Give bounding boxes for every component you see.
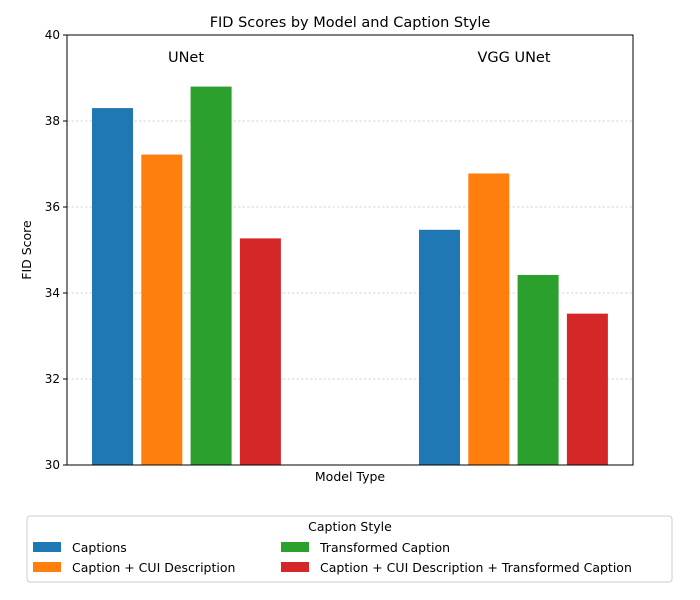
y-tick-label: 36	[45, 200, 60, 214]
x-axis-label: Model Type	[315, 469, 386, 484]
bar	[566, 313, 608, 465]
legend-label: Captions	[72, 540, 127, 555]
legend-swatch	[281, 562, 309, 572]
legend-label: Caption + CUI Description	[72, 560, 235, 575]
y-axis: 30 32 34 36 38 40	[45, 28, 67, 472]
group-labels: UNet VGG UNet	[168, 50, 551, 66]
chart-title: FID Scores by Model and Caption Style	[210, 15, 491, 31]
y-tick-label: 34	[45, 286, 60, 300]
legend-items: Captions Caption + CUI Description Transfo…	[33, 540, 632, 575]
y-tick-label: 32	[45, 372, 60, 386]
y-axis-label: FID Score	[19, 220, 34, 280]
legend-label: Transformed Caption	[319, 540, 450, 555]
group-label: UNet	[168, 50, 204, 66]
plot-frame	[66, 34, 634, 466]
bar	[419, 229, 460, 465]
legend-swatch	[33, 542, 61, 552]
bar	[468, 173, 510, 465]
legend-frame	[26, 515, 673, 583]
bar	[517, 274, 559, 465]
group-label: VGG UNet	[477, 50, 550, 66]
y-tick-label: 40	[45, 28, 60, 42]
y-tick-label: 38	[45, 114, 60, 128]
legend: Caption Style Captions Caption + CUI Desc…	[26, 515, 673, 583]
legend-swatch	[281, 542, 309, 552]
bars	[92, 86, 608, 466]
bar	[92, 108, 133, 465]
legend-title: Caption Style	[308, 519, 392, 534]
bar	[141, 154, 183, 466]
legend-swatch	[33, 562, 61, 572]
bar	[239, 238, 281, 465]
bar	[190, 86, 232, 465]
legend-label: Caption + CUI Description + Transformed …	[320, 560, 632, 575]
y-tick-label: 30	[45, 458, 60, 472]
